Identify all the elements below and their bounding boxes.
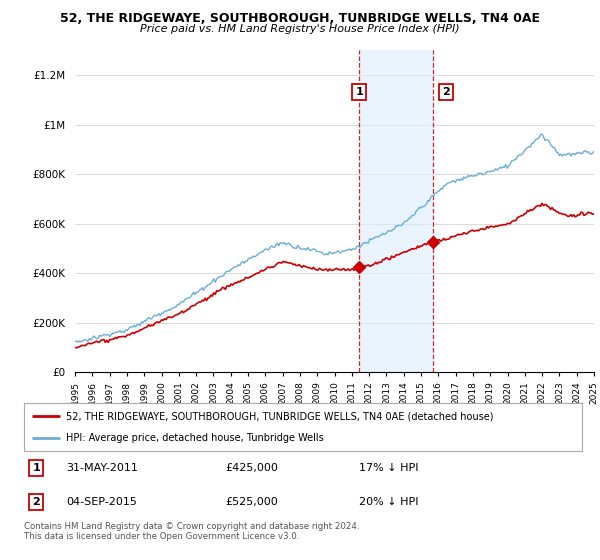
- Text: 2: 2: [443, 87, 451, 97]
- Text: £425,000: £425,000: [225, 463, 278, 473]
- Text: 04-SEP-2015: 04-SEP-2015: [66, 497, 137, 507]
- Text: 1: 1: [32, 463, 40, 473]
- Text: 31-MAY-2011: 31-MAY-2011: [66, 463, 138, 473]
- Text: 52, THE RIDGEWAYE, SOUTHBOROUGH, TUNBRIDGE WELLS, TN4 0AE: 52, THE RIDGEWAYE, SOUTHBOROUGH, TUNBRID…: [60, 12, 540, 25]
- Text: 52, THE RIDGEWAYE, SOUTHBOROUGH, TUNBRIDGE WELLS, TN4 0AE (detached house): 52, THE RIDGEWAYE, SOUTHBOROUGH, TUNBRID…: [66, 411, 493, 421]
- Text: 1: 1: [355, 87, 363, 97]
- Text: Price paid vs. HM Land Registry's House Price Index (HPI): Price paid vs. HM Land Registry's House …: [140, 24, 460, 34]
- Text: £525,000: £525,000: [225, 497, 278, 507]
- Text: 2: 2: [32, 497, 40, 507]
- Text: HPI: Average price, detached house, Tunbridge Wells: HPI: Average price, detached house, Tunb…: [66, 433, 323, 443]
- Text: Contains HM Land Registry data © Crown copyright and database right 2024.
This d: Contains HM Land Registry data © Crown c…: [24, 522, 359, 542]
- Text: 20% ↓ HPI: 20% ↓ HPI: [359, 497, 418, 507]
- Text: 17% ↓ HPI: 17% ↓ HPI: [359, 463, 418, 473]
